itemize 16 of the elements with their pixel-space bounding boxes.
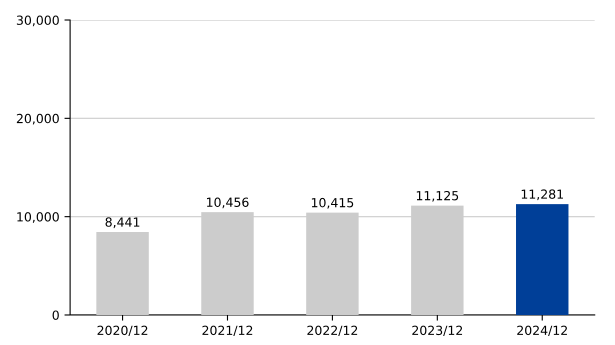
x-tick-label: 2020/12 (98, 326, 148, 336)
y-tick-label: 30,000 (16, 15, 59, 26)
data-label: 10,456 (206, 198, 249, 208)
x-tick-label: 2022/12 (307, 326, 358, 336)
data-label: 10,415 (312, 198, 354, 209)
y-tick-label: 20,000 (16, 114, 59, 125)
data-label: 11,281 (522, 189, 563, 200)
data-label: 8,441 (106, 217, 140, 228)
y-tick-label: 10,000 (17, 212, 59, 223)
x-tick-label: 2024/12 (517, 326, 567, 336)
bar (516, 204, 568, 315)
x-tick-label: 2023/12 (412, 326, 462, 336)
data-label: 11,125 (416, 190, 458, 202)
bar (96, 232, 149, 315)
x-tick-label: 2021/12 (202, 326, 252, 336)
y-tick-label: 0 (52, 310, 59, 320)
